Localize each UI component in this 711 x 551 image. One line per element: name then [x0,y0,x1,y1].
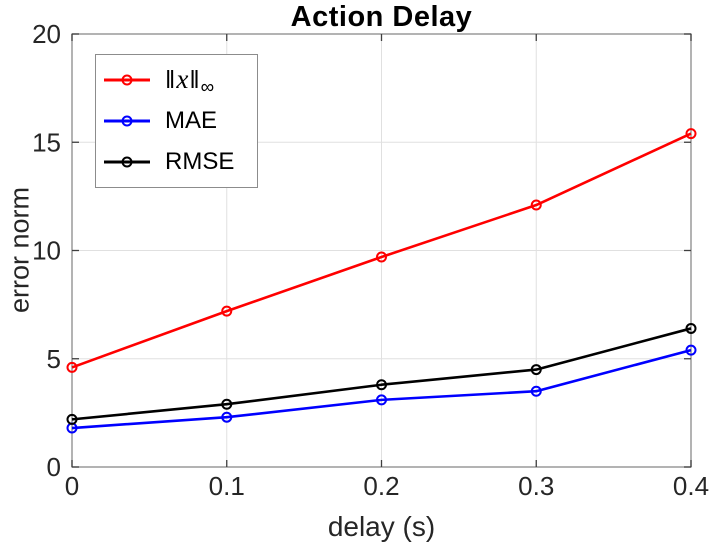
legend-line-sample-xnorm [104,74,150,86]
chart-title: Action Delay [290,1,473,33]
x-tick-label: 0.4 [673,471,709,501]
series-line-1 [71,348,692,430]
legend-label-xnorm: ‖x‖∞ [165,64,215,99]
legend-line-sample-mae [104,115,150,127]
series-line-2 [71,327,692,421]
legend-sample-marker-icon [121,156,133,168]
data-point-marker [530,199,542,211]
x-tick-label: 0 [65,471,79,501]
y-tick-label: 0 [47,452,61,482]
data-point-marker [685,128,697,140]
y-axis-label: error norm [4,186,35,314]
legend-line-sample-rmse [104,156,150,168]
legend: ‖x‖∞ MAE RMSE [95,54,258,188]
data-point-marker [221,411,233,423]
legend-item-xnorm: ‖x‖∞ [102,60,257,100]
y-tick-label: 20 [32,19,61,49]
data-point-marker [376,394,387,406]
y-tick-label: 5 [47,344,61,374]
data-point-marker [66,413,78,425]
data-point-marker [376,379,387,391]
x-axis-label: delay (s) [327,511,436,542]
data-point-marker [530,385,542,397]
y-tick-label: 15 [32,127,61,157]
data-point-marker [530,364,542,376]
legend-label-rmse: RMSE [165,148,235,176]
math-variable: x [176,64,189,95]
data-point-marker [221,305,233,317]
legend-sample-marker-icon [121,115,133,127]
legend-item-mae: MAE [102,101,257,141]
data-point-marker [376,251,387,263]
data-point-marker [66,361,78,373]
legend-label-mae: MAE [165,106,218,134]
x-tick-label: 0.2 [363,471,399,501]
legend-item-rmse: RMSE [102,142,257,182]
math-subscript-infinity: ∞ [200,77,215,99]
data-point-marker [685,322,697,334]
series-line-0 [71,132,692,369]
math-bar-right: ‖ [189,66,200,95]
data-point-marker [221,398,233,410]
legend-sample-marker-icon [121,74,133,86]
math-bar-left: ‖ [165,66,176,95]
x-tick-label: 0.3 [518,471,554,501]
data-point-marker [685,344,697,356]
y-tick-label: 10 [32,236,61,266]
x-tick-label: 0.1 [209,471,245,501]
